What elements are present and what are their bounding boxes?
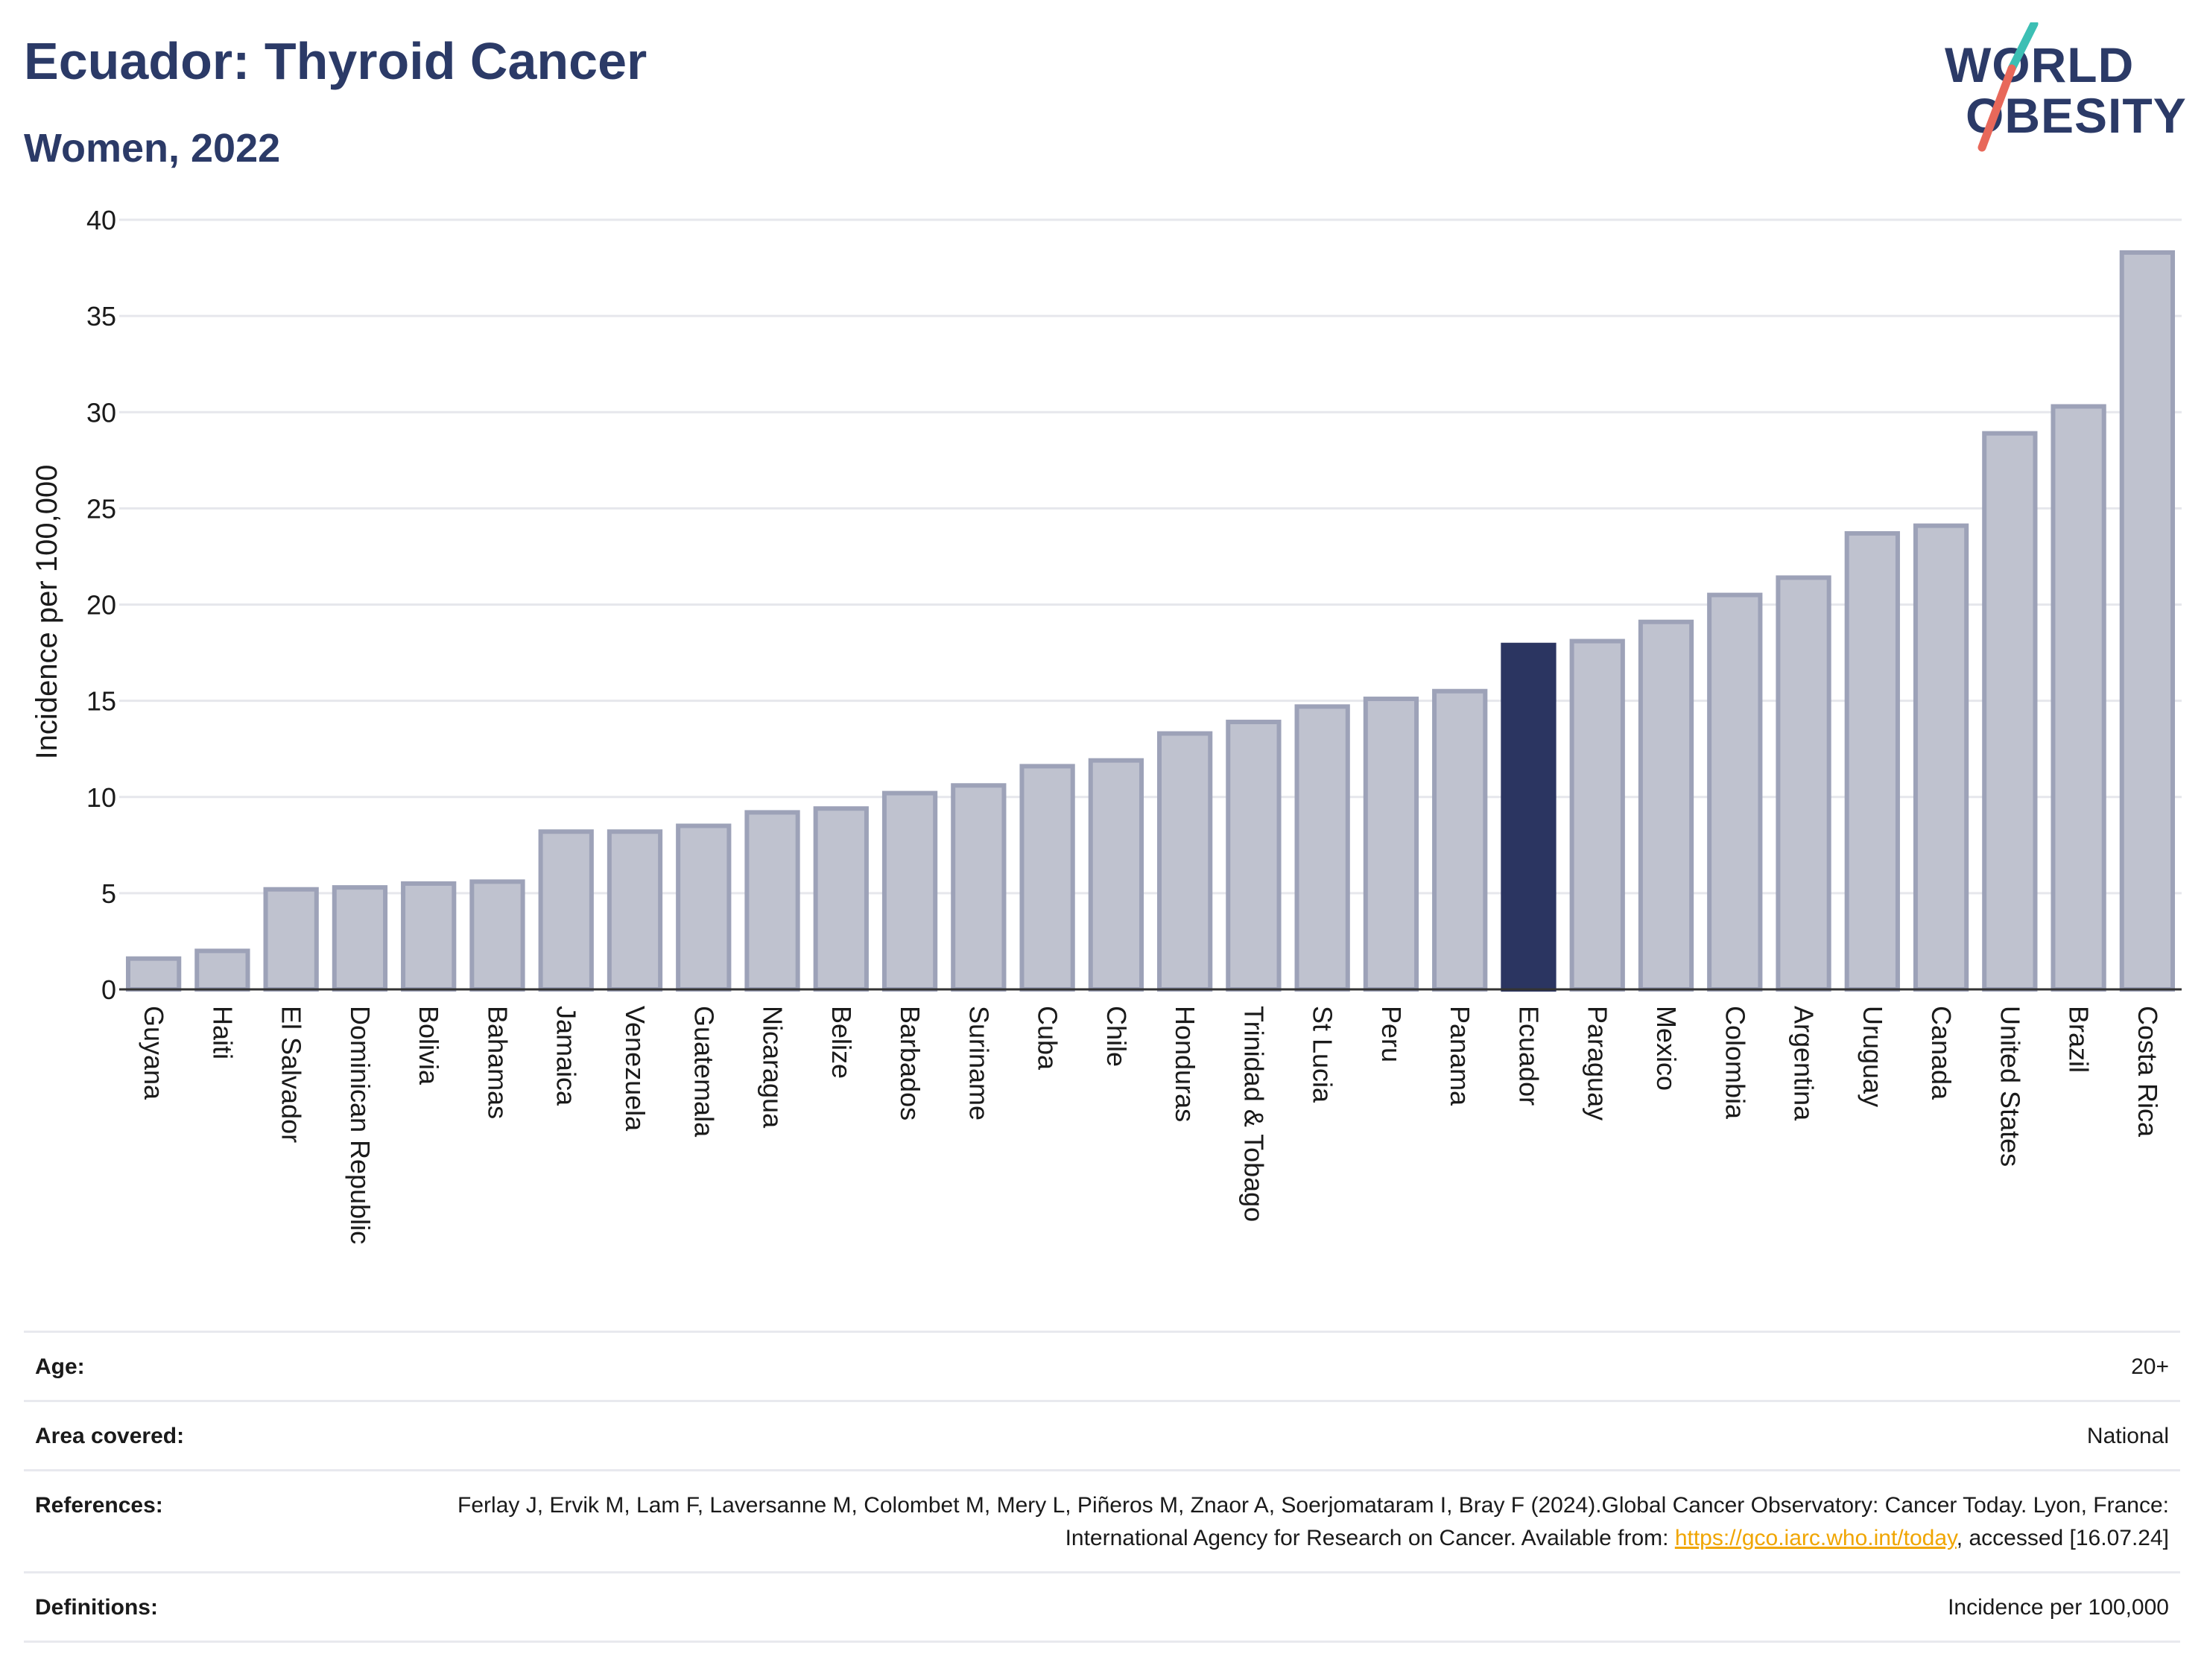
bar-costa-rica bbox=[2119, 250, 2176, 992]
y-tick-label: 5 bbox=[101, 878, 116, 909]
x-tick-label: United States bbox=[1995, 1006, 2025, 1167]
bar-suriname bbox=[951, 783, 1007, 992]
x-tick-label: Barbados bbox=[895, 1006, 925, 1120]
bar-panama bbox=[1432, 688, 1488, 992]
bar-peru bbox=[1363, 697, 1419, 992]
bar-brazil bbox=[2051, 404, 2106, 992]
bar-chart: 0 5 10 15 20 25 30 35 40 Guyana Haiti El Salvador D… bbox=[31, 205, 2182, 1244]
bar-honduras bbox=[1156, 731, 1213, 992]
x-tick-label: Bolivia bbox=[414, 1006, 444, 1085]
x-tick-label: Mexico bbox=[1651, 1006, 1682, 1091]
grid-lines bbox=[119, 218, 2182, 895]
metadata-table: Age: 20+ Area covered: National Referenc… bbox=[24, 1331, 2180, 1643]
bar-united-states bbox=[1982, 431, 2038, 992]
x-tick-label: Belize bbox=[826, 1006, 857, 1079]
meta-label: Definitions: bbox=[35, 1595, 158, 1620]
bar-jamaica bbox=[538, 829, 594, 992]
x-tick-label: Argentina bbox=[1789, 1006, 1820, 1121]
references-text: Ferlay J, Ervik M, Lam F, Laversanne M, … bbox=[457, 1493, 2169, 1550]
y-tick-label: 15 bbox=[86, 686, 116, 717]
y-tick-label: 30 bbox=[86, 397, 116, 428]
x-tick-label: Brazil bbox=[2064, 1006, 2094, 1073]
world-obesity-logo: WORLD OBESITY bbox=[1945, 22, 2186, 156]
bar-venezuela bbox=[607, 829, 663, 992]
bar-ecuador bbox=[1501, 642, 1557, 992]
x-tick-label: Panama bbox=[1445, 1006, 1475, 1106]
meta-label: Area covered: bbox=[35, 1424, 185, 1448]
bar-el-salvador bbox=[263, 887, 319, 992]
references-text-end: , accessed [16.07.24] bbox=[1956, 1526, 2169, 1550]
meta-row-age: Age: 20+ bbox=[24, 1331, 2180, 1400]
bar-colombia bbox=[1707, 592, 1763, 992]
x-tick-label: Uruguay bbox=[1858, 1006, 1888, 1107]
bar-chile bbox=[1088, 758, 1144, 992]
meta-row-area: Area covered: National bbox=[24, 1400, 2180, 1469]
meta-value: 20+ bbox=[2131, 1354, 2169, 1379]
bars bbox=[119, 250, 2182, 992]
bar-st-lucia bbox=[1294, 704, 1350, 992]
bar-mexico bbox=[1638, 619, 1694, 992]
bar-canada bbox=[1913, 523, 1969, 992]
bar-guyana bbox=[125, 956, 182, 992]
logo-line1: WORLD bbox=[1945, 37, 2135, 92]
bar-cuba bbox=[1019, 764, 1075, 992]
y-tick-label: 40 bbox=[86, 205, 116, 235]
logo-slash-icon bbox=[1977, 22, 2039, 152]
bar-paraguay bbox=[1569, 638, 1625, 992]
x-tick-labels: Guyana Haiti El Salvador Dominican Republic… bbox=[139, 1006, 2163, 1244]
x-tick-label: Jamaica bbox=[551, 1006, 582, 1106]
y-tick-label: 35 bbox=[86, 301, 116, 332]
references-value: Ferlay J, Ervik M, Lam F, Laversanne M, … bbox=[381, 1489, 2169, 1555]
x-tick-label: Suriname bbox=[963, 1006, 994, 1120]
x-tick-label: Peru bbox=[1376, 1006, 1407, 1062]
bar-bahamas bbox=[469, 879, 525, 992]
x-tick-label: Bahamas bbox=[482, 1006, 513, 1119]
bar-haiti bbox=[194, 948, 250, 992]
bar-barbados bbox=[881, 790, 938, 992]
reference-link[interactable]: https://gco.iarc.who.int/today bbox=[1674, 1526, 1957, 1550]
x-tick-label: Colombia bbox=[1720, 1006, 1750, 1120]
bar-nicaragua bbox=[744, 810, 800, 992]
x-tick-label: Haiti bbox=[207, 1006, 238, 1059]
x-tick-label: Nicaragua bbox=[758, 1006, 788, 1129]
meta-row-definitions: Definitions: Incidence per 100,000 bbox=[24, 1571, 2180, 1643]
x-tick-label: Guatemala bbox=[688, 1006, 719, 1138]
bar-argentina bbox=[1776, 575, 1831, 992]
bar-uruguay bbox=[1844, 530, 1900, 992]
bar-dominican-republic bbox=[332, 885, 388, 992]
x-tick-label: St Lucia bbox=[1308, 1006, 1338, 1103]
x-tick-label: Canada bbox=[1926, 1006, 1957, 1100]
y-tick-labels: 0 5 10 15 20 25 30 35 40 bbox=[86, 205, 116, 1005]
y-tick-label: 20 bbox=[86, 590, 116, 621]
y-tick-label: 0 bbox=[101, 974, 116, 1005]
x-tick-label: Dominican Republic bbox=[345, 1006, 376, 1244]
y-tick-label: 25 bbox=[86, 493, 116, 524]
x-tick-label: Costa Rica bbox=[2132, 1006, 2163, 1138]
page-title: Ecuador: Thyroid Cancer bbox=[24, 32, 647, 90]
x-tick-label: Chile bbox=[1101, 1006, 1132, 1067]
x-tick-label: Paraguay bbox=[1583, 1006, 1613, 1120]
x-tick-label: Guyana bbox=[139, 1006, 169, 1100]
meta-label: References: bbox=[35, 1493, 163, 1518]
x-tick-label: Cuba bbox=[1033, 1006, 1063, 1071]
meta-value: Incidence per 100,000 bbox=[1948, 1595, 2169, 1620]
x-tick-label: Venezuela bbox=[620, 1006, 650, 1132]
x-tick-label: El Salvador bbox=[276, 1006, 307, 1143]
bar-guatemala bbox=[676, 823, 732, 992]
x-tick-label: Ecuador bbox=[1513, 1006, 1544, 1106]
bar-belize bbox=[813, 806, 869, 992]
bar-bolivia bbox=[401, 881, 457, 992]
y-tick-label: 10 bbox=[86, 782, 116, 813]
meta-row-references: References: Ferlay J, Ervik M, Lam F, La… bbox=[24, 1469, 2180, 1571]
x-tick-label: Trinidad & Tobago bbox=[1238, 1006, 1269, 1222]
x-tick-label: Honduras bbox=[1170, 1006, 1200, 1122]
page-subtitle: Women, 2022 bbox=[24, 126, 281, 171]
meta-label: Age: bbox=[35, 1354, 85, 1379]
bar-trinidad-tobago bbox=[1226, 720, 1282, 992]
meta-value: National bbox=[2086, 1424, 2169, 1448]
y-axis-label: Incidence per 100,000 bbox=[31, 465, 63, 760]
